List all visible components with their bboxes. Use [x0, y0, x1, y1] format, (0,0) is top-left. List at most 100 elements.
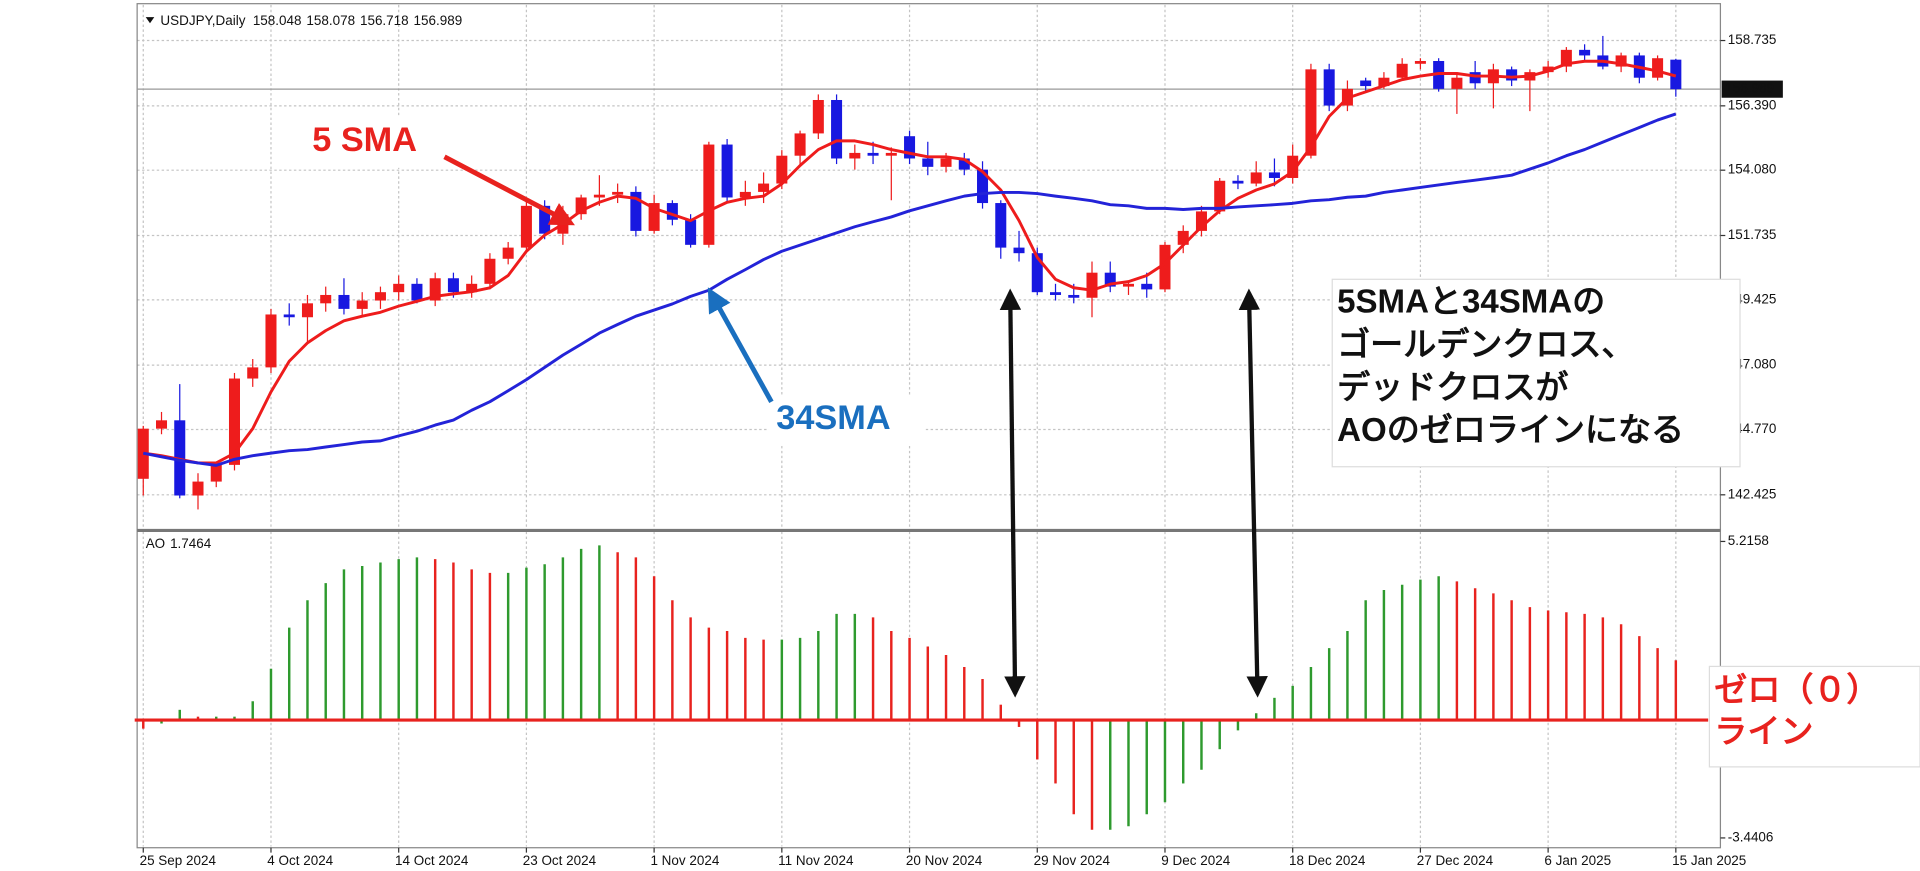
candle-body	[466, 283, 478, 293]
header-high: 158.078	[306, 12, 355, 27]
candle-body	[1086, 272, 1098, 298]
candle-body	[739, 191, 751, 198]
candle-body	[776, 155, 788, 184]
header-low: 156.718	[360, 12, 409, 27]
x-tick-label: 4 Oct 2024	[267, 853, 333, 868]
x-tick-label: 14 Oct 2024	[395, 853, 469, 868]
zero-label: ゼロ（０） ライン	[1714, 672, 1879, 751]
candle-body	[1323, 69, 1335, 106]
candle-body	[1396, 63, 1408, 78]
candle-body	[1542, 66, 1554, 73]
candle-body	[1305, 69, 1317, 156]
candle-body	[1287, 155, 1299, 178]
ao-header: AO 1.7464	[146, 535, 212, 550]
ao-last-value: 1.7464	[170, 535, 212, 550]
y-tick-label: -3.4406	[1728, 829, 1774, 844]
price-label-bg	[1721, 80, 1783, 98]
candle-body	[1451, 77, 1463, 89]
candle-body	[1050, 292, 1062, 295]
candle-body	[539, 205, 551, 234]
sma34-label: 34SMA	[776, 399, 890, 437]
x-tick-label: 25 Sep 2024	[140, 853, 217, 868]
candle-body	[1177, 230, 1189, 245]
candle-body	[429, 278, 441, 301]
current-price-label: 156.989	[1725, 81, 1774, 96]
candle-body	[1195, 211, 1207, 231]
x-tick-label: 6 Jan 2025	[1544, 853, 1611, 868]
callout-line: AOのゼロラインになる	[1337, 412, 1684, 449]
sma34-arrow	[707, 287, 774, 404]
candle-body	[320, 294, 332, 304]
candle-body	[666, 203, 678, 220]
candle-body	[1579, 49, 1591, 56]
candle-body	[1159, 244, 1171, 290]
sma5-label: 5 SMA	[312, 121, 417, 159]
candle-body	[977, 169, 989, 204]
candle-body	[958, 158, 970, 170]
candle-body	[1268, 172, 1280, 178]
candle-body	[393, 283, 405, 293]
candle-body	[210, 464, 222, 482]
candle-body	[192, 481, 204, 496]
candle-body	[1414, 60, 1426, 64]
candle-body	[904, 136, 916, 159]
callout-box	[1331, 278, 1741, 468]
x-tick-label: 15 Jan 2025	[1672, 853, 1746, 868]
candle-body	[447, 278, 459, 293]
candle-body	[1141, 283, 1153, 290]
zero-label-box	[1708, 665, 1920, 768]
candle-body	[283, 314, 295, 318]
sma5-label-box	[300, 116, 447, 168]
candle-body	[356, 300, 368, 309]
candle-body	[156, 420, 168, 429]
sma34-label-box	[768, 394, 926, 446]
candle-body	[265, 314, 277, 368]
y-tick-label: 156.390	[1728, 97, 1777, 112]
x-tick-label: 1 Nov 2024	[650, 853, 719, 868]
candle-body	[1469, 72, 1481, 84]
candle-body	[1506, 69, 1518, 81]
zero-label-line: ライン	[1714, 714, 1813, 751]
y-tick-label: 154.080	[1728, 162, 1777, 177]
candle-body	[721, 144, 733, 198]
candle-body	[794, 133, 806, 156]
x-tick-label: 11 Nov 2024	[778, 853, 854, 868]
candle-body	[922, 158, 934, 167]
candle-body	[502, 247, 514, 259]
candle-body	[867, 152, 879, 156]
candle-body	[831, 99, 843, 159]
candle-body	[1031, 253, 1043, 293]
candle-body	[374, 292, 386, 301]
candle-body	[758, 183, 770, 192]
x-tick-label: 9 Dec 2024	[1161, 853, 1230, 868]
candle-body	[593, 194, 605, 198]
candle-body	[228, 378, 240, 465]
candle-body	[520, 205, 532, 248]
zero-label-line: ゼロ（０）	[1714, 672, 1879, 709]
cross-arrow-1	[999, 288, 1026, 698]
candle-body	[940, 158, 952, 167]
candle-body	[885, 152, 897, 156]
callout-line: デッドクロスが	[1337, 368, 1568, 406]
candle-body	[812, 99, 824, 134]
candle-body	[630, 191, 642, 231]
x-tick-label: 20 Nov 2024	[906, 853, 983, 868]
candle-body	[1068, 294, 1080, 298]
candle-body	[1232, 180, 1244, 184]
candle-body	[1615, 55, 1627, 67]
candle-body	[849, 152, 861, 159]
y-tick-label: 142.425	[1728, 486, 1777, 501]
candle-body	[1652, 58, 1664, 78]
symbol-title: USDJPY,Daily	[160, 12, 245, 27]
candle-body	[1378, 77, 1390, 87]
x-tick-label: 27 Dec 2024	[1417, 853, 1494, 868]
candle-body	[612, 191, 624, 195]
y-tick-label: 151.735	[1728, 227, 1777, 242]
candle-body	[411, 283, 423, 301]
candle-body	[1360, 80, 1372, 87]
x-tick-label: 18 Dec 2024	[1289, 853, 1366, 868]
candle-body	[484, 258, 496, 284]
